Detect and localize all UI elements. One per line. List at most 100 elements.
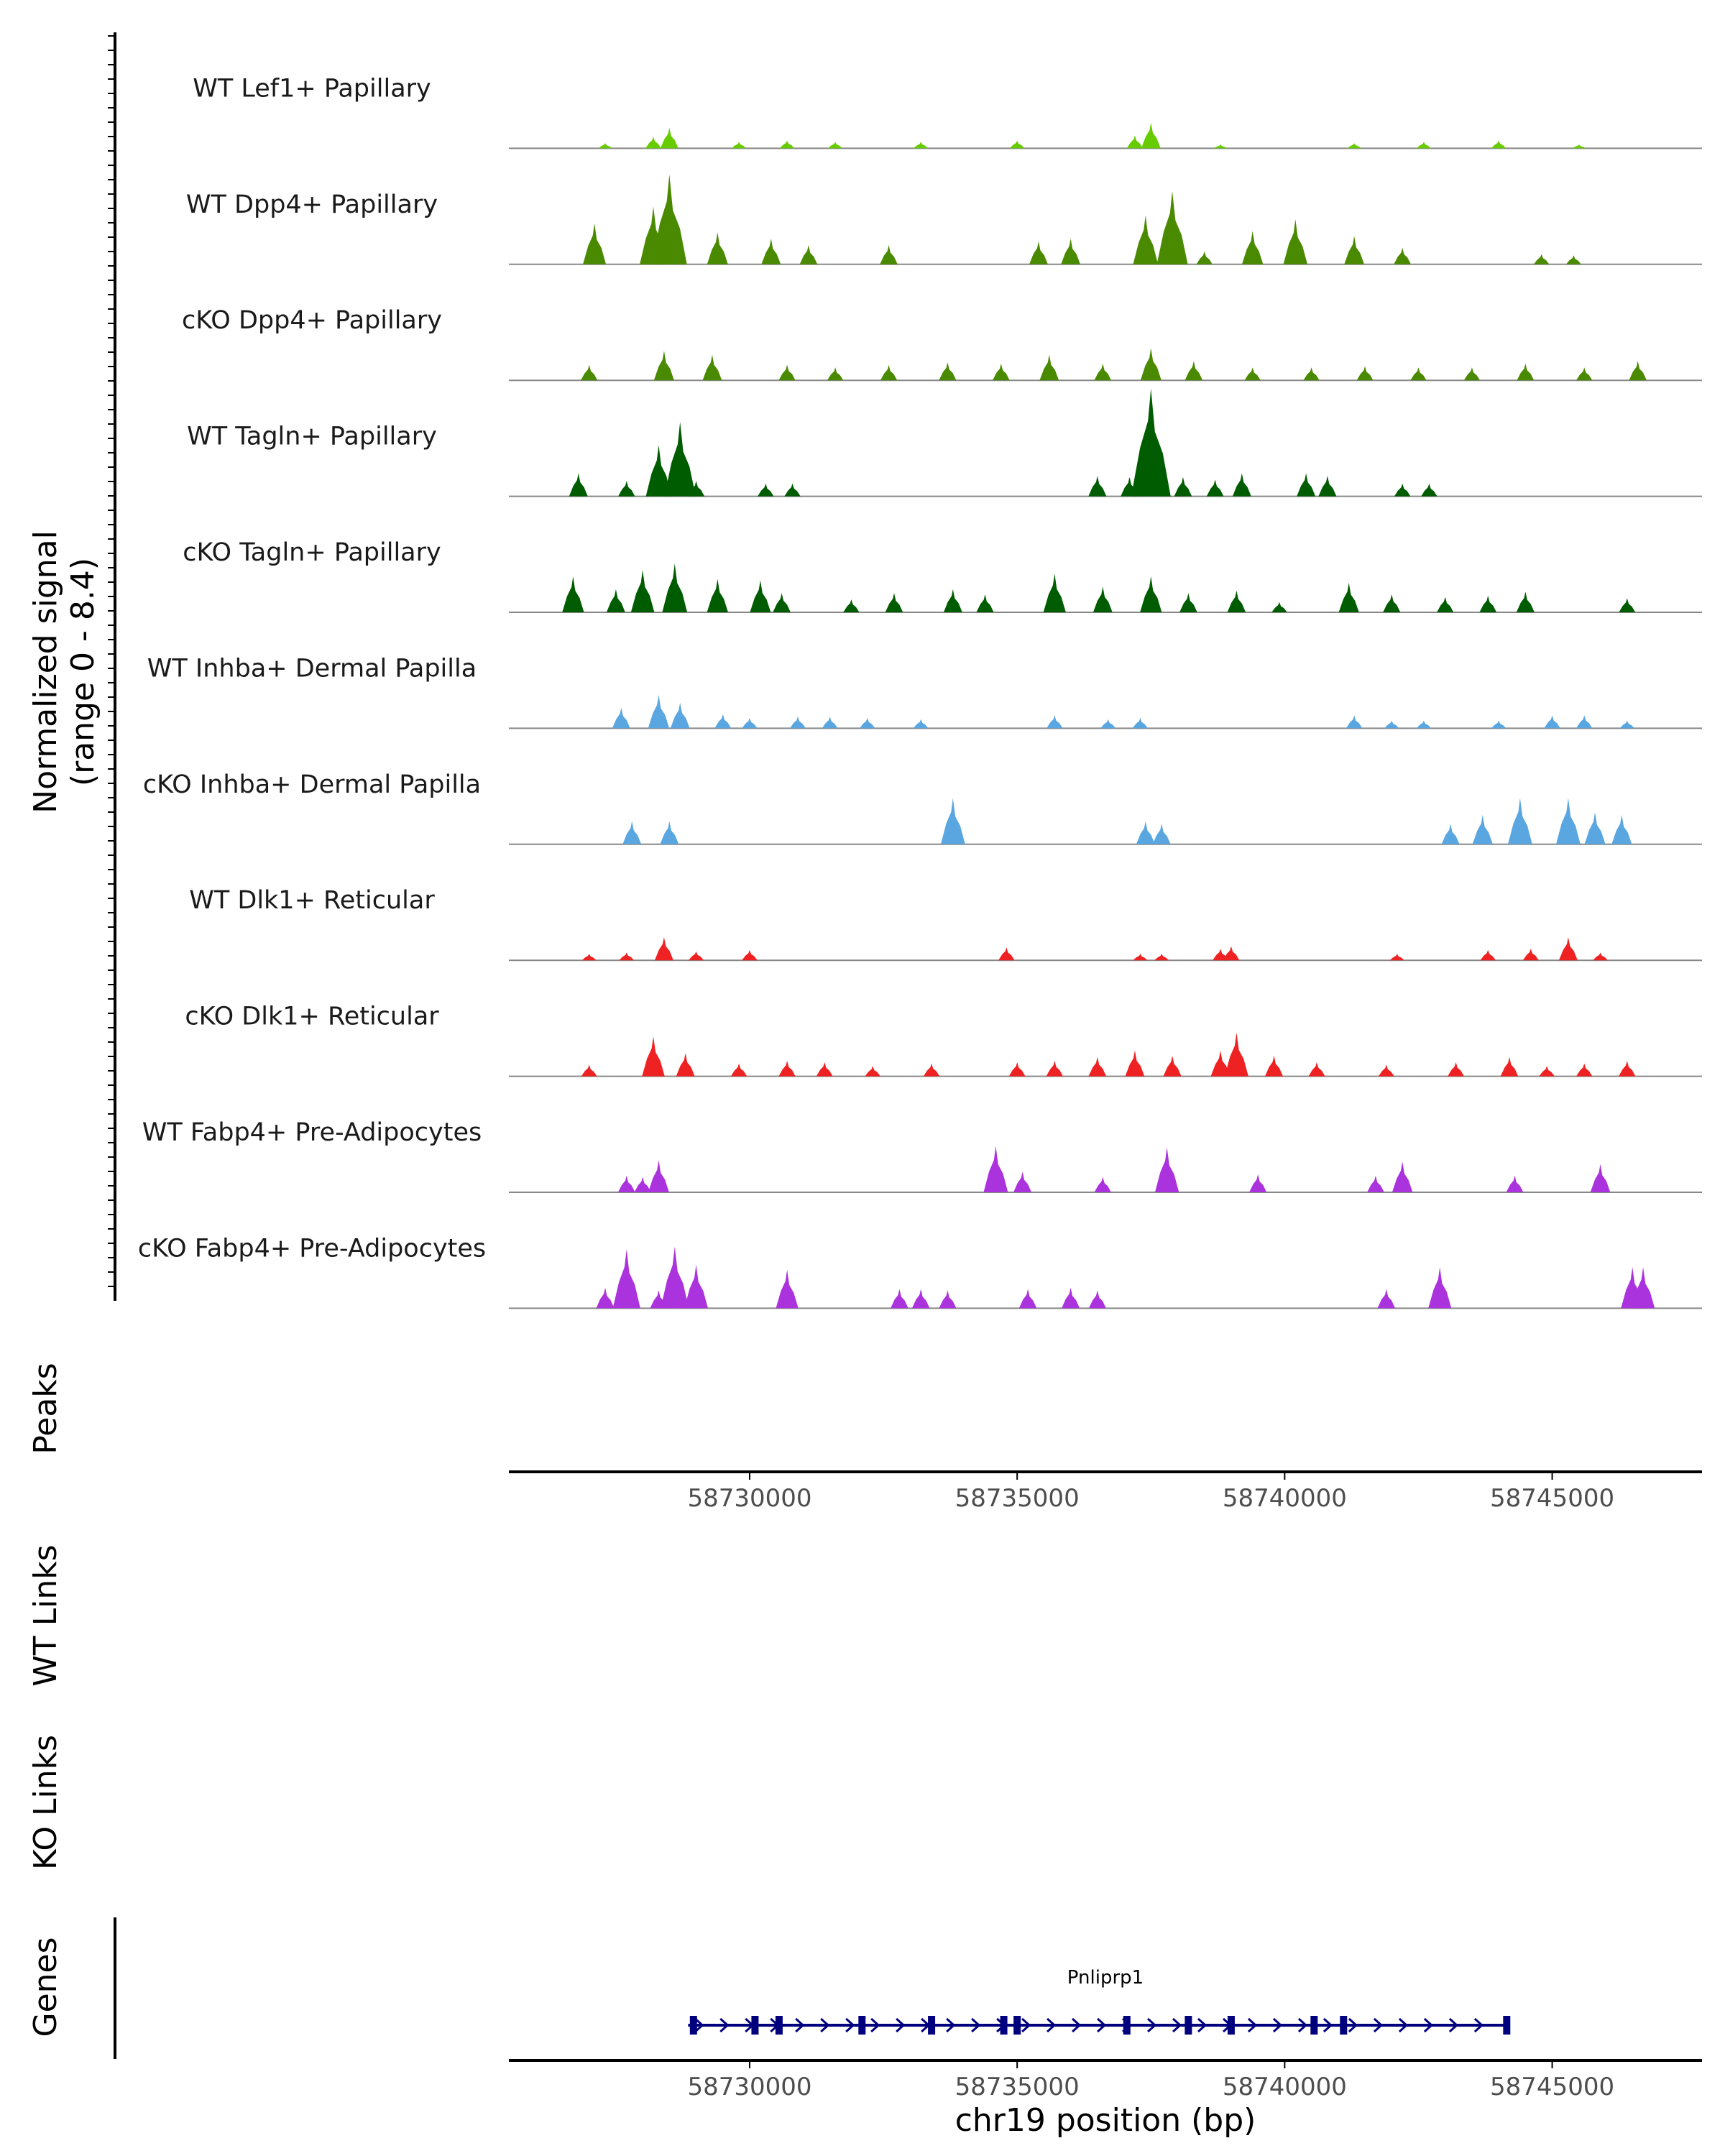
coverage-peak xyxy=(1046,715,1063,729)
x-tick-label: 58730000 xyxy=(687,1484,811,1513)
coverage-peak xyxy=(661,1246,689,1309)
x-tick-label: 58740000 xyxy=(1223,2073,1347,2101)
x-axis-title: chr19 position (bp) xyxy=(955,2102,1256,2139)
coverage-peak xyxy=(1394,247,1411,264)
coverage-track: cKO Dpp4+ Papillary xyxy=(182,306,1702,382)
coverage-peak xyxy=(1377,1289,1396,1309)
gene-exon xyxy=(928,2016,936,2035)
coverage-peak xyxy=(1094,1176,1111,1192)
coverage-peak xyxy=(664,422,696,497)
coverage-peak xyxy=(911,1289,930,1309)
coverage-peak xyxy=(1472,814,1493,844)
coverage-peak xyxy=(1131,388,1171,497)
coverage-peak xyxy=(1174,476,1192,497)
coverage-peak xyxy=(1154,1147,1179,1192)
coverage-track: cKO Dlk1+ Reticular xyxy=(185,1003,1702,1077)
track-label: cKO Tagln+ Papillary xyxy=(183,538,441,567)
strand-arrow xyxy=(971,2017,981,2033)
strand-arrow xyxy=(1348,2017,1358,2033)
coverage-peak xyxy=(1297,473,1316,497)
coverage-peak xyxy=(1152,824,1171,844)
coverage-peak xyxy=(1556,798,1581,844)
coverage-peak xyxy=(816,1062,833,1077)
strand-arrow xyxy=(1398,2017,1409,2033)
coverage-peak xyxy=(1018,1289,1037,1309)
coverage-peak xyxy=(1244,367,1261,381)
coverage-peak xyxy=(1271,602,1287,612)
coverage-peak xyxy=(1029,241,1048,264)
coverage-peak xyxy=(648,695,670,729)
x-tick-label: 58730000 xyxy=(687,2073,811,2101)
coverage-peak xyxy=(581,364,598,381)
coverage-peak xyxy=(1088,1056,1107,1077)
track-label: WT Inhba+ Dermal Papilla xyxy=(147,654,477,683)
coverage-peak xyxy=(714,714,732,729)
gene-exon xyxy=(1184,2016,1192,2035)
track-label: cKO Dlk1+ Reticular xyxy=(185,1003,439,1031)
coverage-peak xyxy=(1576,715,1593,729)
coverage-peak xyxy=(598,143,612,149)
gene-exon xyxy=(751,2016,759,2035)
strand-arrow xyxy=(870,2017,880,2033)
coverage-peak xyxy=(562,576,584,612)
coverage-peak xyxy=(569,473,588,497)
track-label: WT Lef1+ Papillary xyxy=(193,74,431,103)
gene-exon xyxy=(1000,2016,1008,2035)
gene-name-label: Pnliprp1 xyxy=(1067,1967,1144,1989)
coverage-peak xyxy=(1558,937,1578,961)
strand-arrow xyxy=(1297,2017,1308,2033)
coverage-peak xyxy=(880,364,898,381)
coverage-peak xyxy=(1224,1032,1248,1077)
strand-arrow xyxy=(1172,2017,1182,2033)
coverage-peak xyxy=(1133,954,1148,961)
peaks-panel-label: Peaks xyxy=(27,1363,64,1454)
coverage-peak xyxy=(1136,821,1155,844)
coverage-peak xyxy=(1126,135,1144,149)
coverage-peak xyxy=(1421,483,1438,497)
coverage-peak xyxy=(634,1176,651,1192)
coverage-peak xyxy=(1009,140,1025,149)
coverage-track: cKO Fabp4+ Pre-Adipocytes xyxy=(138,1234,1702,1309)
coverage-peak xyxy=(1441,824,1460,844)
coverage-peak xyxy=(1416,142,1431,149)
track-label: cKO Dpp4+ Papillary xyxy=(182,306,442,335)
coverage-peak xyxy=(1232,473,1251,497)
coverage-peak xyxy=(1584,812,1606,844)
coverage-peak xyxy=(1619,1061,1636,1077)
coverage-peak xyxy=(827,367,844,381)
coverage-track: WT Lef1+ Papillary xyxy=(193,74,1702,149)
coverage-peak xyxy=(1347,143,1361,149)
strand-arrow xyxy=(1147,2017,1157,2033)
coverage-peak xyxy=(687,481,705,497)
coverage-peak xyxy=(1308,1062,1325,1077)
coverage-peak xyxy=(1346,715,1363,729)
strand-arrow xyxy=(1072,2017,1082,2033)
coverage-peak xyxy=(822,717,838,729)
x-tick-label: 58745000 xyxy=(1490,1484,1614,1513)
strand-arrow xyxy=(1097,2017,1107,2033)
coverage-peak xyxy=(732,142,747,149)
coverage-peak xyxy=(1249,1174,1267,1192)
coverage-peak xyxy=(1410,367,1427,381)
coverage-peak xyxy=(642,1036,665,1077)
coverage-peak xyxy=(1590,1164,1611,1192)
coverage-peak xyxy=(885,593,903,612)
coverage-peak xyxy=(761,239,781,264)
strand-arrow xyxy=(1448,2017,1459,2033)
coverage-peak xyxy=(1100,719,1116,729)
coverage-peak xyxy=(622,821,642,844)
coverage-peak xyxy=(654,937,673,961)
coverage-peak xyxy=(758,483,774,497)
coverage-peak xyxy=(689,951,704,961)
coverage-peak xyxy=(1437,596,1454,612)
coverage-peak xyxy=(1179,593,1197,612)
coverage-peak xyxy=(1593,952,1608,961)
gene-exon xyxy=(689,2016,697,2035)
gene-exon xyxy=(1227,2016,1235,2035)
coverage-peak xyxy=(1088,1290,1106,1309)
coverage-peak xyxy=(670,702,690,729)
strand-arrow xyxy=(946,2017,956,2033)
coverage-peak xyxy=(1344,236,1364,264)
coverage-peak xyxy=(1576,367,1593,381)
coverage-peak xyxy=(1367,1175,1384,1192)
